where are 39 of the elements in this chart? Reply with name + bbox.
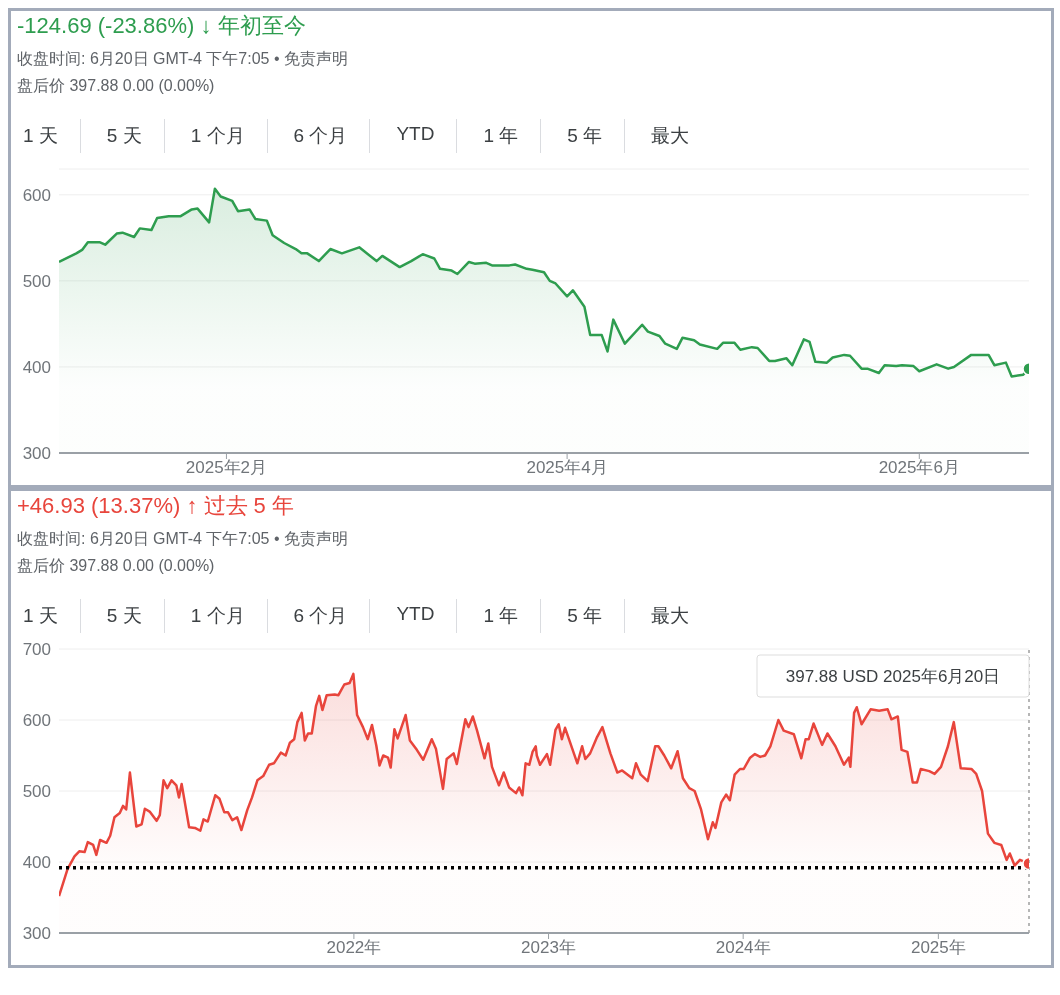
text: 5 天 bbox=[79, 119, 164, 153]
chart-subtitle: 收盘时间: 6月20日 GMT-4 下午7:05 • 免责声明 bbox=[17, 529, 349, 549]
text: 1 个月 bbox=[163, 119, 267, 153]
text: 1 天 bbox=[22, 604, 59, 628]
x-tick-label: 2025年 bbox=[910, 938, 966, 958]
y-tick-label: 500 bbox=[22, 782, 51, 802]
x-tick-label: 2025年6月 bbox=[878, 458, 960, 478]
x-tick-label: 2023年 bbox=[521, 938, 576, 958]
x-tick-label: 2025年2月 bbox=[185, 458, 268, 478]
y-tick-label: 500 bbox=[22, 271, 51, 291]
x-tick-label: 2024年 bbox=[715, 938, 771, 958]
annotation: 397.88 USD 2025年6月20日 bbox=[785, 667, 1001, 686]
chart-subtitle: 收盘时间: 6月20日 GMT-4 下午7:05 • 免责声明 bbox=[17, 49, 349, 69]
y-tick-label: 600 bbox=[22, 711, 51, 731]
chart-title: -124.69 (-23.86%) ↓ 年初至今 bbox=[17, 12, 307, 40]
text: 盘后价 397.88 0.00 (0.00%) bbox=[17, 556, 216, 576]
y-tick-label: 600 bbox=[22, 185, 51, 205]
y-tick-label: 700 bbox=[22, 640, 51, 660]
text: 1 年 bbox=[456, 119, 541, 153]
text: 1 年 bbox=[456, 599, 541, 633]
text: 1 个月 bbox=[163, 599, 267, 633]
y-tick-label: 300 bbox=[22, 924, 51, 944]
text: YTD bbox=[369, 599, 457, 633]
y-tick-label: 400 bbox=[22, 853, 51, 873]
text: 6 个月 bbox=[266, 599, 370, 633]
text: 最大 bbox=[624, 119, 712, 153]
text: 5 年 bbox=[540, 599, 625, 633]
text: 1 天 bbox=[22, 124, 59, 148]
chart-title: +46.93 (13.37%) ↑ 过去 5 年 bbox=[17, 492, 295, 520]
y-tick-label: 300 bbox=[22, 444, 51, 464]
text: 5 天 bbox=[79, 599, 164, 633]
x-tick-label: 2022年 bbox=[326, 938, 382, 958]
text: 盘后价 397.88 0.00 (0.00%) bbox=[17, 76, 216, 96]
text: 5 年 bbox=[540, 119, 625, 153]
text: YTD bbox=[369, 119, 457, 153]
text: 最大 bbox=[624, 599, 712, 633]
x-tick-label: 2025年4月 bbox=[526, 458, 608, 478]
y-tick-label: 400 bbox=[22, 357, 51, 377]
text: 6 个月 bbox=[266, 119, 370, 153]
